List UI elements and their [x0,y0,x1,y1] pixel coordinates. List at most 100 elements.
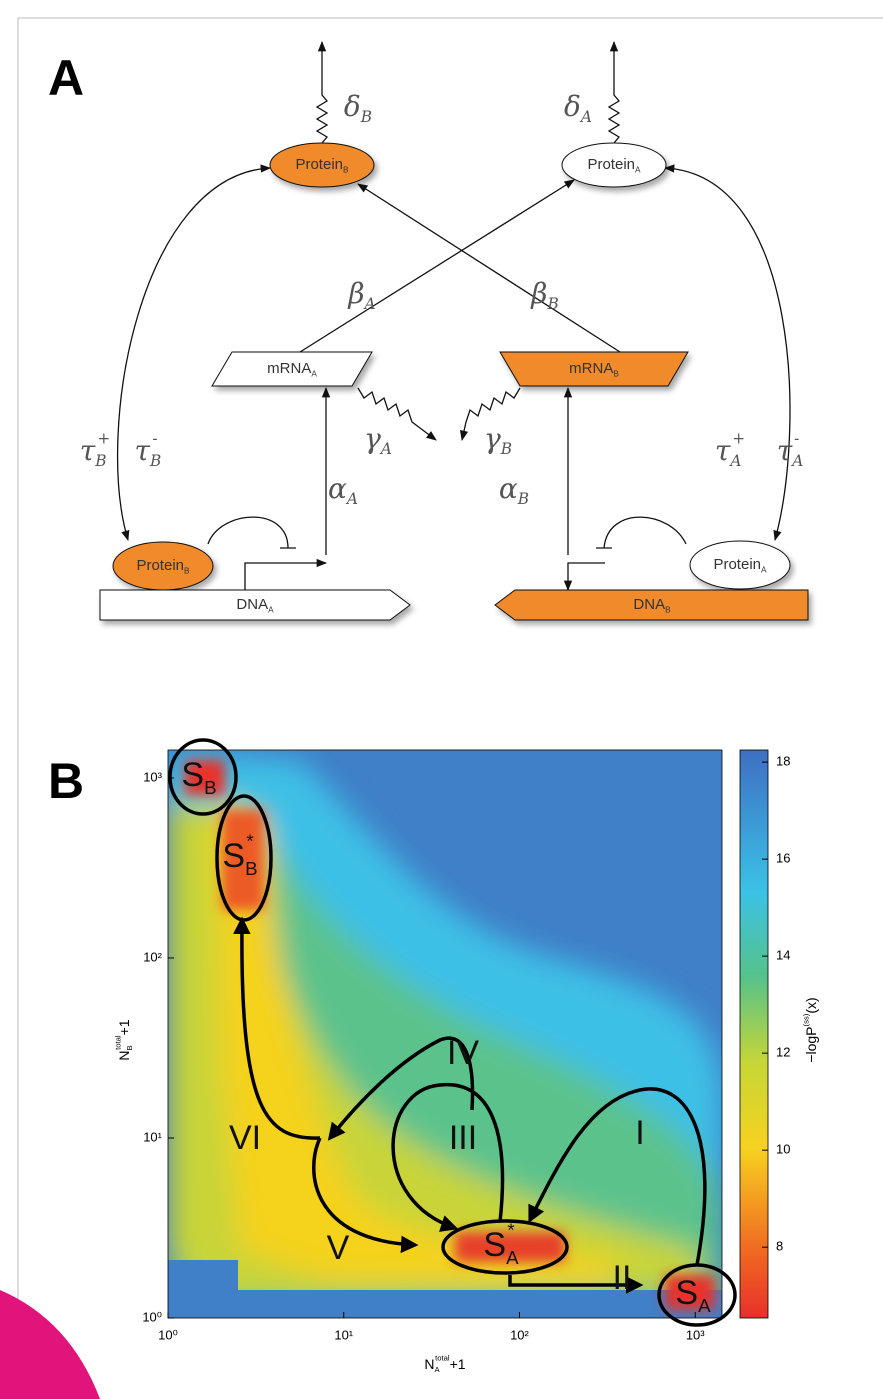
rate-label-sub: B [149,452,162,470]
x-tick-label: 10¹ [334,1327,353,1342]
rate-label-sub: A [728,452,741,470]
x-axis-title: NAtotal+1 [424,1354,465,1374]
node-label: ProteinB [295,156,349,174]
node-shapes [100,143,808,620]
rate-label: βB [530,277,559,313]
rate-label-sub: A [345,490,358,508]
degradation [317,42,327,143]
node-label-main: Protein [587,156,635,173]
rate-label-main: τ [715,434,731,467]
path-label: III [449,1119,477,1157]
node-label-sub: B [613,369,619,378]
rate-label-main: γ [364,422,381,455]
rate-label: αA [328,472,358,508]
colorbar-title: −logP(ss)(x) [801,997,818,1062]
node-label-sub: B [343,165,349,174]
promoter-arrow [245,563,326,590]
node-label-sub: A [311,369,317,378]
rate-label-main: δ [344,90,361,123]
state-label-main: S [675,1274,698,1312]
rate-label: τB+ [80,429,110,469]
rate-label-main: τ [134,434,150,467]
x-tick-label: 10⁰ [158,1327,178,1342]
colorbar-tick-label: 16 [776,851,790,866]
x-tick-label: 10² [510,1327,529,1342]
y-axis-title-sub: B [125,1045,134,1050]
node-label-main: Protein [713,556,761,573]
rate-label-sup: - [794,429,799,447]
state-label-sub: A [506,1247,519,1268]
rate-label: τA+ [715,429,745,469]
rate-label-main: γ [484,422,501,455]
colorbar-tick-label: 14 [776,948,790,963]
decoration [0,1290,100,1399]
node-label-sub: A [268,605,274,614]
y-tick-label: 10¹ [143,1129,162,1144]
node-label-main: Protein [136,557,184,574]
rate-label: γB [484,422,512,458]
rate-label-sub: A [363,295,376,313]
y-axis-title: NBtotal+1 [114,1019,134,1060]
rate-label: δA [564,90,592,126]
rate-label-sub: B [517,490,529,508]
rate-label-main: β [347,277,364,310]
rate-label: τA - [777,429,804,469]
state-label-main: S [483,1226,506,1264]
state-label-sub: B [204,777,216,798]
colorbar-tick-label: 18 [776,754,790,769]
y-axis-title-main: N [116,1050,132,1060]
rate-label-sub: B [546,295,558,313]
x-axis-title-sub: A [435,1365,441,1374]
y-axis-title-tail: +1 [116,1019,132,1035]
state-label-sup: * [246,831,253,852]
y-axis-title-sup: total [114,1035,123,1050]
colorbar-tick-label: 8 [776,1239,783,1254]
rate-label: γA [364,422,392,458]
node-label-main: DNA [633,596,665,613]
rate-label-sub: A [579,108,592,126]
rate-label-sup: + [97,429,110,447]
node-label-main: DNA [236,596,268,613]
node-label-main: mRNA [569,360,613,377]
node-label-sub: B [184,566,190,575]
path-label: V [327,1229,350,1267]
rate-label-main: α [328,472,347,505]
node-label: ProteinA [587,156,641,174]
rate-label-main: α [499,472,518,505]
degradation [609,42,619,143]
rate-label-sub: A [790,452,803,470]
node-label-sub: B [665,605,671,614]
node-label: mRNAA [267,360,317,378]
state-label-main: S [222,837,245,875]
rate-label: αB [499,472,529,508]
y-tick-label: 10⁰ [142,1309,162,1324]
node-label: ProteinB [136,557,190,575]
rate-label-sup: - [152,429,157,447]
promoter-arrow [568,563,605,590]
colorbar [740,750,768,1318]
path-label: VI [229,1119,261,1157]
colorbar-tick-label: 10 [776,1142,790,1157]
colorbar-tick-label: 12 [776,1045,790,1060]
panel-label: A [48,50,84,106]
rate-label-sub: A [379,440,392,458]
rate-label-sub: B [94,452,106,470]
connectors [118,42,790,590]
y-tick-label: 10³ [143,769,162,784]
rate-label: δB [344,90,372,126]
colorbar-title-tail: (x) [803,997,819,1013]
translation-arrow [300,180,574,352]
rate-label: τB - [134,429,161,469]
state-label-sub: A [698,1295,711,1316]
path-label: IV [447,1034,479,1072]
x-axis-title-tail: +1 [450,1356,466,1372]
page: A B ProteinBProteinAmRNAAmRNA [0,0,883,1399]
node-label: ProteinA [713,556,767,574]
repression [208,517,296,548]
x-tick-label: 10³ [686,1327,705,1342]
figure: A B ProteinBProteinAmRNAAmRNA [0,0,883,1399]
x-axis-title-sup: total [435,1354,450,1363]
rate-label-main: τ [777,434,793,467]
colorbar-title-sup: (ss) [801,1013,810,1026]
state-label-sub: B [245,858,257,879]
